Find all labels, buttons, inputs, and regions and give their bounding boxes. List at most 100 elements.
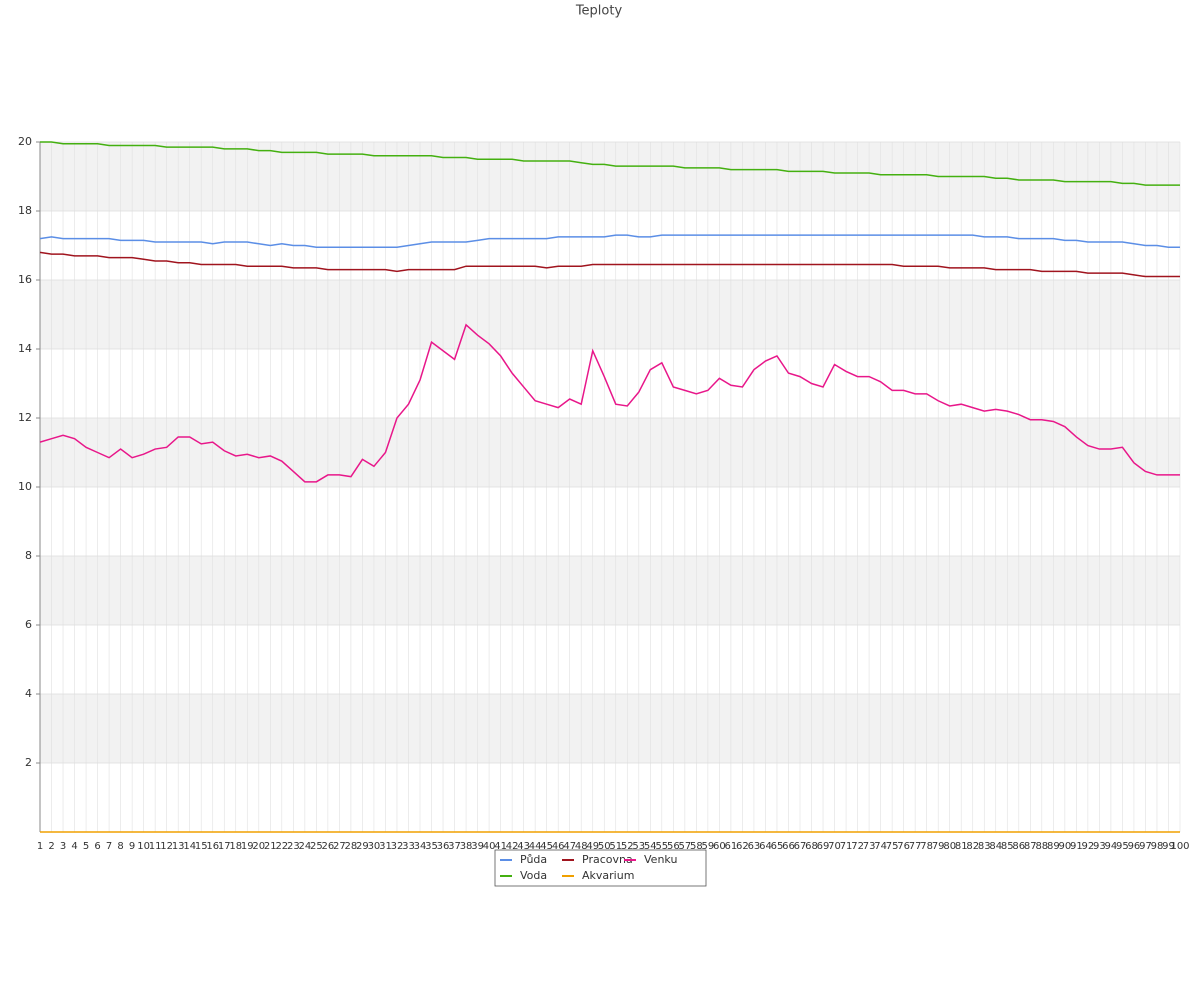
x-tick-label: 37 xyxy=(448,841,461,852)
x-tick-label: 26 xyxy=(322,841,335,852)
x-tick-label: 10 xyxy=(137,841,150,852)
x-tick-label: 11 xyxy=(149,841,162,852)
y-tick-label: 14 xyxy=(18,342,32,355)
y-tick-label: 8 xyxy=(25,549,32,562)
x-tick-label: 28 xyxy=(345,841,358,852)
x-tick-label: 1 xyxy=(37,841,43,852)
x-tick-label: 52 xyxy=(621,841,634,852)
x-tick-label: 80 xyxy=(943,841,956,852)
x-tick-label: 68 xyxy=(805,841,818,852)
x-tick-label: 6 xyxy=(94,841,100,852)
x-tick-label: 43 xyxy=(517,841,530,852)
x-tick-label: 55 xyxy=(655,841,668,852)
lines xyxy=(39,141,1180,833)
x-tick-label: 31 xyxy=(379,841,392,852)
x-tick-label: 87 xyxy=(1024,841,1037,852)
y-tick-label: 6 xyxy=(25,618,32,631)
x-tick-label: 63 xyxy=(748,841,761,852)
x-tick-label: 67 xyxy=(794,841,807,852)
x-tick-label: 72 xyxy=(851,841,864,852)
x-labels: 1 2 3 4 5 6 7 8 9 1011121314151617181920212223242… xyxy=(37,841,1190,852)
x-tick-label: 15 xyxy=(195,841,208,852)
y-tick-label: 12 xyxy=(18,411,32,424)
x-tick-label: 30 xyxy=(368,841,381,852)
x-tick-label: 96 xyxy=(1128,841,1141,852)
y-tick-label: 2 xyxy=(25,756,32,769)
x-tick-label: 29 xyxy=(356,841,369,852)
chart-title: Teploty xyxy=(575,4,623,19)
x-tick-label: 77 xyxy=(909,841,922,852)
x-tick-label: 53 xyxy=(632,841,645,852)
x-tick-label: 45 xyxy=(540,841,553,852)
x-tick-label: 69 xyxy=(817,841,830,852)
series-line xyxy=(39,234,1180,248)
x-tick-label: 84 xyxy=(989,841,1002,852)
x-tick-label: 25 xyxy=(310,841,323,852)
bands xyxy=(40,142,1180,763)
series-line xyxy=(39,323,1180,483)
x-tick-label: 94 xyxy=(1105,841,1118,852)
grid-band xyxy=(40,556,1180,625)
x-tick-label: 5 xyxy=(83,841,89,852)
x-tick-label: 3 xyxy=(60,841,66,852)
x-tick-label: 74 xyxy=(874,841,887,852)
series-line xyxy=(39,251,1180,278)
x-tick-label: 9 xyxy=(129,841,135,852)
grid-band xyxy=(40,142,1180,211)
x-tick-label: 24 xyxy=(298,841,311,852)
x-tick-label: 42 xyxy=(506,841,519,852)
x-tick-label: 66 xyxy=(782,841,795,852)
y-tick-label: 10 xyxy=(18,480,32,493)
legend-box xyxy=(494,849,707,887)
x-tick-label: 70 xyxy=(828,841,841,852)
x-tick-label: 73 xyxy=(863,841,876,852)
x-tick-label: 7 xyxy=(106,841,112,852)
x-tick-label: 19 xyxy=(241,841,254,852)
legend: Půda Voda Pracovna Akvarium Venku xyxy=(494,849,707,887)
x-tick-label: 60 xyxy=(713,841,726,852)
x-tick-label: 48 xyxy=(575,841,588,852)
x-tick-label: 75 xyxy=(886,841,899,852)
x-tick-label: 33 xyxy=(402,841,415,852)
x-tick-label: 86 xyxy=(1012,841,1025,852)
x-tick-label: 23 xyxy=(287,841,300,852)
legend-label: Akvarium xyxy=(582,869,634,882)
y-tick-label: 18 xyxy=(18,204,32,217)
y-tick-label: 4 xyxy=(25,687,32,700)
x-tick-label: 44 xyxy=(529,841,542,852)
x-tick-label: 61 xyxy=(725,841,738,852)
x-tick-label: 12 xyxy=(160,841,173,852)
x-tick-label: 32 xyxy=(391,841,404,852)
x-tick-label: 54 xyxy=(644,841,657,852)
x-tick-label: 21 xyxy=(264,841,277,852)
x-tick-label: 98 xyxy=(1151,841,1164,852)
x-tick-label: 81 xyxy=(955,841,968,852)
x-tick-label: 16 xyxy=(206,841,219,852)
x-tick-label: 92 xyxy=(1082,841,1095,852)
x-tick-label: 2 xyxy=(48,841,54,852)
x-tick-label: 90 xyxy=(1058,841,1071,852)
series-line xyxy=(40,141,1180,186)
x-tick-label: 57 xyxy=(678,841,691,852)
x-tick-label: 40 xyxy=(483,841,496,852)
x-tick-label: 41 xyxy=(494,841,507,852)
x-tick-label: 71 xyxy=(840,841,853,852)
x-tick-label: 51 xyxy=(609,841,622,852)
x-tick-label: 93 xyxy=(1093,841,1106,852)
x-tick-label: 46 xyxy=(552,841,565,852)
x-tick-label: 36 xyxy=(437,841,450,852)
x-tick-label: 4 xyxy=(71,841,77,852)
x-tick-label: 100 xyxy=(1170,841,1189,852)
legend-label: Voda xyxy=(520,869,547,882)
grid-band xyxy=(40,418,1180,487)
x-tick-label: 22 xyxy=(275,841,288,852)
x-tick-label: 95 xyxy=(1116,841,1129,852)
x-tick-label: 49 xyxy=(586,841,599,852)
x-tick-label: 27 xyxy=(333,841,346,852)
x-tick-label: 14 xyxy=(183,841,196,852)
x-tick-label: 99 xyxy=(1162,841,1175,852)
x-tick-label: 13 xyxy=(172,841,185,852)
x-tick-label: 18 xyxy=(229,841,242,852)
x-tick-label: 62 xyxy=(736,841,749,852)
